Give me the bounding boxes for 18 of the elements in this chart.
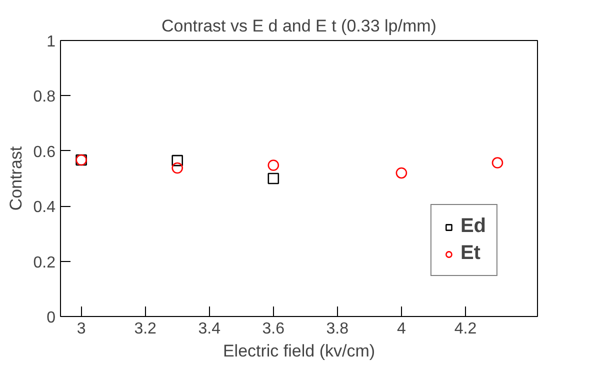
y-tick-label: 0.2 <box>33 254 56 272</box>
y-tick-label: 0.6 <box>33 144 56 161</box>
y-tick-label: 0.8 <box>33 88 56 106</box>
chart-title: Contrast vs E d and E t (0.33 lp/mm) <box>162 16 436 36</box>
x-tick-label: 3.4 <box>198 320 221 338</box>
legend-label: Ed <box>460 215 486 238</box>
x-tick-label: 3.8 <box>326 320 349 338</box>
x-tick-label: 4.2 <box>454 320 477 338</box>
legend-label: Et <box>460 242 480 265</box>
y-tick-label: 0.4 <box>33 199 56 216</box>
y-tick-label: 0 <box>46 310 56 326</box>
x-tick-label: 3.6 <box>262 320 285 338</box>
y-axis-title: Contrast <box>6 146 26 211</box>
y-tick-label: 1 <box>46 34 56 50</box>
x-tick-label: 3.2 <box>134 320 157 338</box>
x-tick-label: 3 <box>76 320 86 338</box>
x-axis-title: Electric field (kv/cm) <box>222 342 376 360</box>
x-tick-label: 4 <box>396 320 406 338</box>
